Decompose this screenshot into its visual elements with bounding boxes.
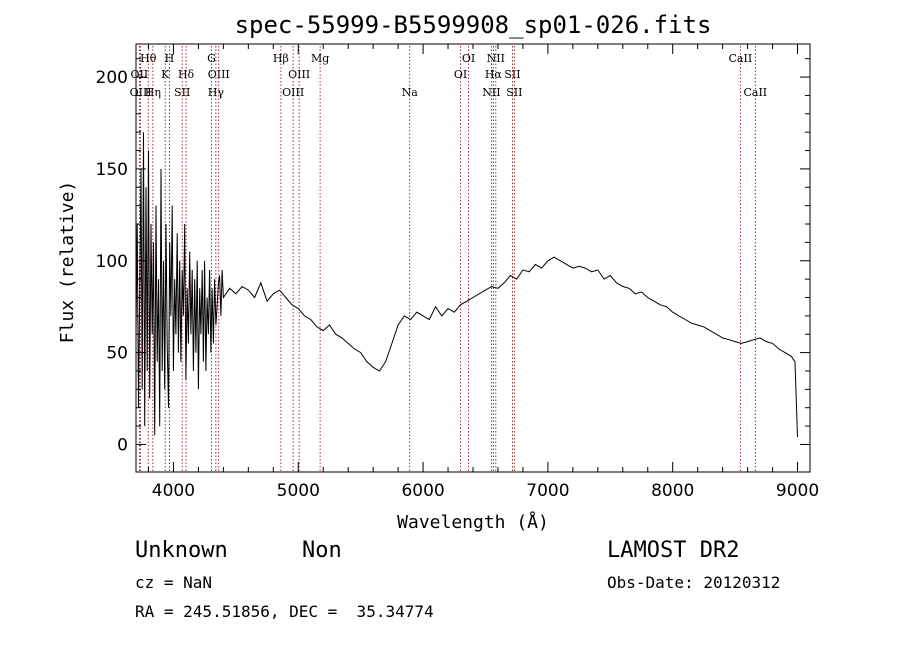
axis-ticks: 4000 5000 6000 7000 8000 9000 0 50 100 150 200 [96,44,819,501]
x-tick-label-3: 7000 [526,481,569,501]
x-tick-label-4: 8000 [651,481,694,501]
y-tick-label-4: 200 [96,68,128,88]
marker-label-3: Hη [145,86,161,99]
marker-label-10: Hγ [208,86,225,99]
redshift-cz: cz = NaN [135,573,213,592]
marker-label-22: SII [506,86,522,99]
plot-frame [135,43,811,473]
marker-label-2: OIII [130,86,152,99]
marker-label-11: Hβ [273,52,289,65]
spectrum-line [135,132,798,438]
object-class: Unknown [135,538,228,563]
chart-title: spec-55999-B5599908_sp01-026.fits [235,11,712,39]
marker-label-20: SII [504,68,520,81]
marker-label-8: G [207,52,216,65]
marker-label-9: OIII [208,68,230,81]
marker-label-6: Hδ [178,68,195,81]
marker-label-19: Hα [485,68,503,81]
object-subclass: Non [302,538,342,563]
marker-label-5: K [161,68,170,81]
marker-label-15: Na [402,86,419,99]
marker-label-16: OI [462,52,475,65]
y-axis-label: Flux (relative) [57,181,78,344]
x-tick-label-5: 9000 [776,481,819,501]
marker-label-21: NII [482,86,500,99]
x-axis-label: Wavelength (Å) [397,511,549,533]
obs-date: Obs-Date: 20120312 [607,573,781,592]
marker-label-23: CaII [729,52,753,65]
x-tick-label-2: 6000 [401,481,444,501]
marker-label-7: SII [174,86,190,99]
y-tick-label-3: 150 [96,160,128,180]
ra-dec: RA = 245.51856, DEC = 35.34774 [135,602,434,621]
x-tick-label-0: 4000 [152,481,195,501]
survey-name: LAMOST DR2 [607,538,740,563]
marker-label-0: Hθ [140,52,157,65]
marker-label-14: Mg [311,52,329,65]
y-tick-label-0: 0 [117,435,128,455]
marker-label-1: OII [131,68,149,81]
marker-label-13: OIII [282,86,304,99]
marker-label-24: CaII [743,86,767,99]
y-tick-label-2: 100 [96,252,128,272]
marker-label-12: OIII [288,68,310,81]
y-tick-label-1: 50 [106,344,128,364]
marker-label-17: OI [454,68,467,81]
marker-label-4: H [165,52,175,65]
marker-label-18: NII [487,52,505,65]
x-tick-label-1: 5000 [277,481,320,501]
